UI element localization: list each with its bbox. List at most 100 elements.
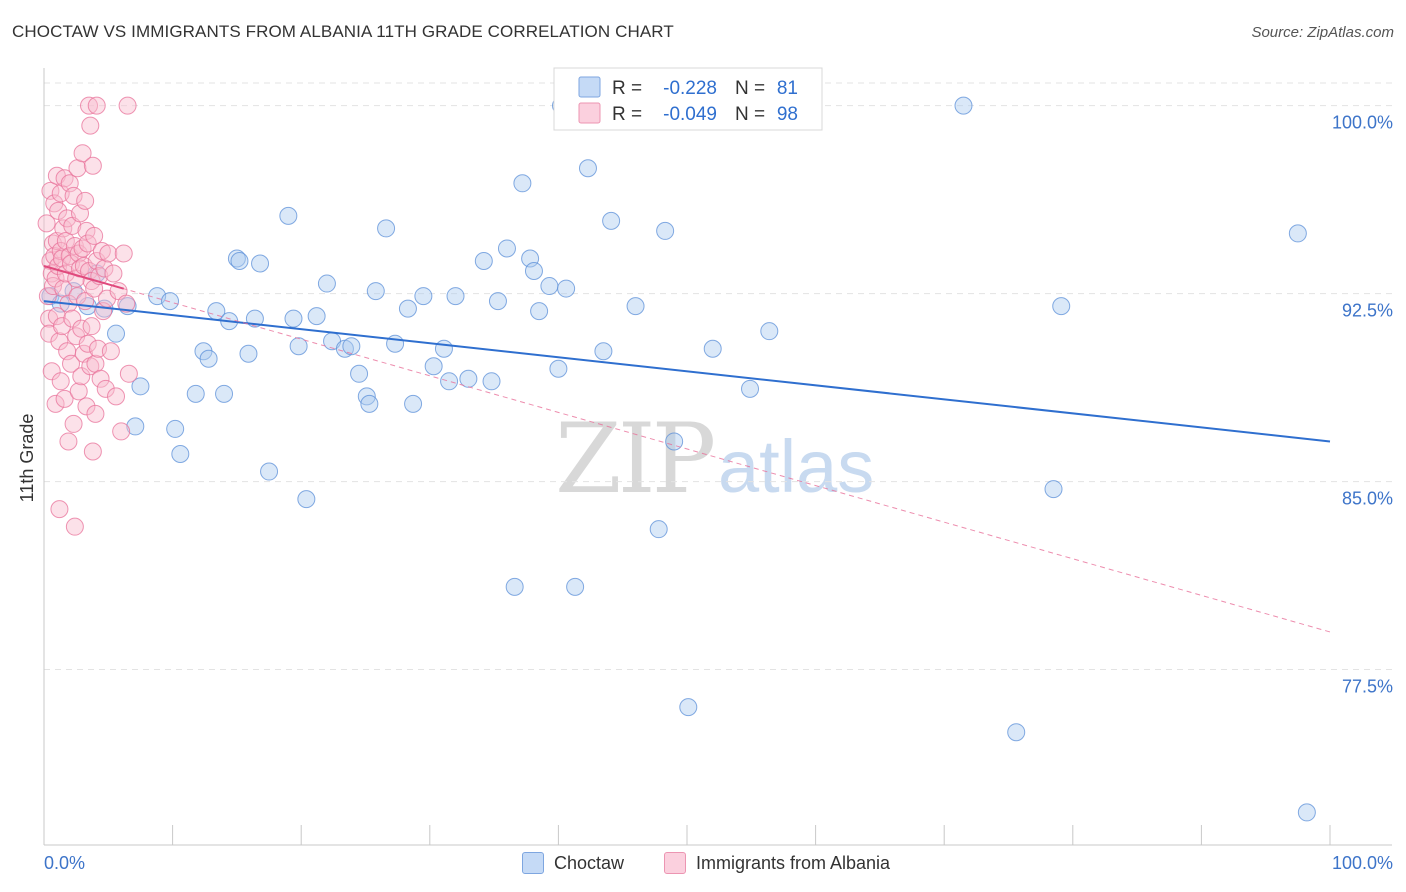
- data-point: [251, 254, 270, 273]
- data-point: [530, 302, 549, 321]
- data-point: [171, 444, 190, 463]
- trendline-choctaw: [43, 300, 1331, 443]
- data-point: [459, 369, 478, 388]
- data-point: [166, 419, 185, 438]
- data-point: [760, 322, 779, 341]
- data-point: [56, 231, 75, 250]
- x-tick-label: 0.0%: [44, 853, 85, 873]
- data-point: [289, 337, 308, 356]
- data-point: [114, 244, 133, 263]
- watermark-atlas: atlas: [718, 425, 874, 508]
- data-point: [38, 287, 57, 306]
- stats-swatch-albania: [578, 102, 601, 124]
- legend-item-choctaw[interactable]: Choctaw: [522, 852, 624, 874]
- data-point: [665, 432, 684, 451]
- data-point: [440, 372, 459, 391]
- data-point: [656, 221, 675, 240]
- albania-swatch: [664, 852, 686, 874]
- data-point: [513, 174, 532, 193]
- data-point: [488, 292, 507, 311]
- data-point: [112, 422, 131, 441]
- data-point: [398, 299, 417, 318]
- data-point: [47, 307, 66, 326]
- data-point: [482, 372, 501, 391]
- data-point: [117, 294, 136, 313]
- data-point: [64, 414, 83, 433]
- data-point: [307, 307, 326, 326]
- data-point: [350, 364, 369, 383]
- data-point: [1297, 803, 1316, 822]
- y-tick-label: 100.0%: [1332, 113, 1393, 133]
- data-point: [1288, 224, 1307, 243]
- chart-title: CHOCTAW VS IMMIGRANTS FROM ALBANIA 11TH …: [12, 22, 674, 41]
- data-point: [446, 287, 465, 306]
- data-point: [83, 156, 102, 175]
- stats-r-label: R =: [612, 78, 642, 99]
- data-point: [96, 379, 115, 398]
- data-point: [366, 282, 385, 301]
- data-point: [404, 394, 423, 413]
- data-point: [741, 379, 760, 398]
- stats-r-label: R =: [612, 104, 642, 125]
- legend-label-albania: Immigrants from Albania: [696, 852, 891, 873]
- chart-source: Source: ZipAtlas.com: [1251, 24, 1394, 41]
- data-point: [602, 211, 621, 230]
- legend-item-albania[interactable]: Immigrants from Albania: [664, 852, 890, 874]
- data-point: [557, 279, 576, 298]
- data-point: [679, 698, 698, 717]
- stats-r-value: -0.049: [663, 104, 717, 125]
- stats-n-value: 98: [777, 104, 798, 125]
- data-point: [357, 387, 376, 406]
- data-point: [107, 387, 126, 406]
- data-point: [72, 319, 91, 338]
- data-point: [73, 144, 92, 163]
- data-point: [578, 159, 597, 178]
- stats-r-value: -0.228: [663, 78, 717, 99]
- data-point: [131, 377, 150, 396]
- data-point: [81, 116, 100, 135]
- data-point: [50, 332, 69, 351]
- data-point: [69, 382, 88, 401]
- data-point: [82, 317, 101, 336]
- data-point: [78, 334, 97, 353]
- trendline-albania-solid: [43, 265, 125, 290]
- data-point: [230, 251, 249, 270]
- data-point: [95, 259, 114, 278]
- trendline-albania: [43, 265, 1331, 633]
- stats-n-label: N =: [735, 104, 765, 125]
- data-point: [540, 277, 559, 296]
- legend-label-choctaw: Choctaw: [554, 852, 625, 873]
- data-point: [566, 577, 585, 596]
- data-point: [76, 191, 95, 210]
- data-point: [1052, 297, 1071, 316]
- data-point: [51, 241, 70, 260]
- data-point: [72, 367, 91, 386]
- data-point: [549, 359, 568, 378]
- y-tick-label: 85.0%: [1342, 489, 1393, 509]
- data-point: [377, 219, 396, 238]
- data-point: [101, 342, 120, 361]
- bottom-legend: Choctaw Immigrants from Albania: [0, 852, 1406, 878]
- y-axis-label: 11th Grade: [17, 414, 37, 503]
- data-point: [414, 287, 433, 306]
- data-point: [1044, 480, 1063, 499]
- data-point: [37, 214, 56, 233]
- data-point: [284, 309, 303, 328]
- data-point: [55, 169, 74, 188]
- data-point: [107, 324, 126, 343]
- data-point: [68, 159, 87, 178]
- data-point: [91, 369, 110, 388]
- data-point: [260, 462, 279, 481]
- data-point: [386, 334, 405, 353]
- data-point: [104, 264, 123, 283]
- data-point: [342, 337, 361, 356]
- data-point: [83, 442, 102, 461]
- data-point: [44, 277, 63, 296]
- stats-swatch-choctaw: [578, 76, 601, 98]
- data-point: [81, 357, 100, 376]
- data-point: [954, 96, 973, 115]
- stats-n-label: N =: [735, 78, 765, 99]
- data-point: [524, 262, 543, 281]
- data-point: [703, 339, 722, 358]
- data-point: [239, 344, 258, 363]
